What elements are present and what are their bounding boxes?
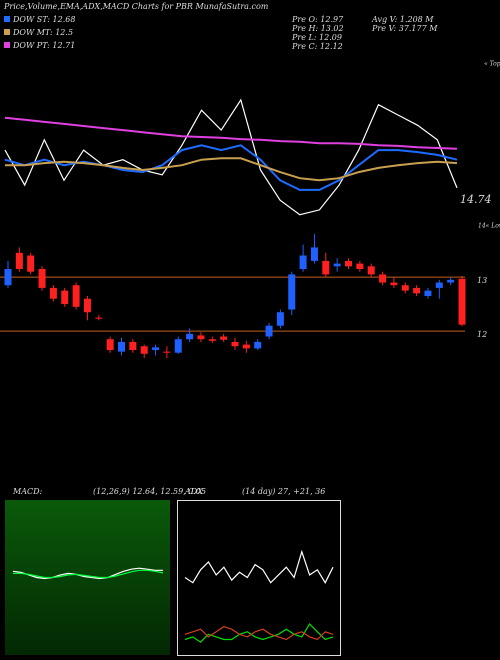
legend-label: DOW MT: 12.5 xyxy=(12,28,73,37)
legend-swatch xyxy=(4,29,10,35)
stat: Pre L: 12.09 xyxy=(291,33,342,42)
panel-subtitle: (14 day) 27, +21, 36 xyxy=(242,487,325,496)
annotation: 14« Lows xyxy=(478,223,500,230)
candle-body xyxy=(220,336,228,340)
line-series xyxy=(184,549,334,584)
candle-body xyxy=(129,341,137,351)
candle-body xyxy=(83,298,91,313)
candle-body xyxy=(72,285,80,307)
line-series xyxy=(12,567,163,580)
candle-body xyxy=(186,333,194,340)
stat: Pre C: 12.12 xyxy=(291,42,343,51)
candle-body xyxy=(140,346,148,354)
stat: Pre O: 12.97 xyxy=(291,15,344,24)
candle-body xyxy=(413,287,421,294)
legend-label: DOW ST: 12.68 xyxy=(12,15,75,24)
panel-subtitle: (12,26,9) 12.64, 12.59, 0.05 xyxy=(93,487,206,496)
candle-body xyxy=(356,263,364,270)
candle-body xyxy=(322,260,330,275)
candle-body xyxy=(345,260,352,267)
y-tick-label: 13 xyxy=(477,276,487,285)
candle-body xyxy=(208,339,216,341)
annotation: « Tops xyxy=(484,61,500,68)
candle-body xyxy=(242,344,250,349)
candle-body xyxy=(38,269,46,288)
stat: Pre V: 37.177 M xyxy=(371,24,438,33)
candle-body xyxy=(265,325,273,337)
candle-body xyxy=(435,282,443,288)
line-series xyxy=(184,625,334,641)
adx-panel xyxy=(177,500,341,656)
candle-body xyxy=(299,255,307,270)
stat: Pre H: 13.02 xyxy=(291,24,344,33)
candle-body xyxy=(424,290,432,297)
candle-body xyxy=(174,339,182,353)
legend-swatch xyxy=(4,42,10,48)
candle-body xyxy=(27,255,35,272)
panel-title: MACD: xyxy=(12,487,43,496)
stat: Avg V: 1.208 M xyxy=(371,15,434,24)
panel-title: ADX xyxy=(184,487,203,496)
candle-body xyxy=(15,252,23,270)
line-series xyxy=(184,623,334,643)
candle-body xyxy=(152,347,160,351)
candle-body xyxy=(333,263,341,267)
annotation: 14.74 xyxy=(460,193,492,206)
line-series xyxy=(5,157,458,182)
candle-body xyxy=(379,274,387,283)
candle-body xyxy=(310,247,318,261)
candle-body xyxy=(458,278,466,325)
candle-body xyxy=(276,312,284,326)
candle-body xyxy=(118,341,125,352)
candle-body xyxy=(390,282,398,286)
candle-body xyxy=(288,274,296,310)
candle-body xyxy=(231,341,239,347)
legend-swatch xyxy=(4,16,10,22)
candle-body xyxy=(49,287,57,299)
candle-body xyxy=(367,266,375,275)
line-series xyxy=(13,569,164,579)
candle-body xyxy=(61,290,69,305)
candle-body xyxy=(197,335,205,340)
page-title: Price,Volume,EMA,ADX,MACD Charts for PBR… xyxy=(3,2,269,11)
candle-body xyxy=(4,269,12,286)
candle-body xyxy=(95,317,103,319)
candle-body xyxy=(254,341,262,349)
candle-body xyxy=(106,339,114,351)
y-tick-label: 12 xyxy=(477,330,487,339)
legend-label: DOW PT: 12.71 xyxy=(12,41,75,50)
candle-body xyxy=(447,279,455,283)
candle-body xyxy=(401,285,409,291)
candle-body xyxy=(163,351,171,353)
line-series xyxy=(4,116,458,150)
line-series xyxy=(4,98,458,216)
